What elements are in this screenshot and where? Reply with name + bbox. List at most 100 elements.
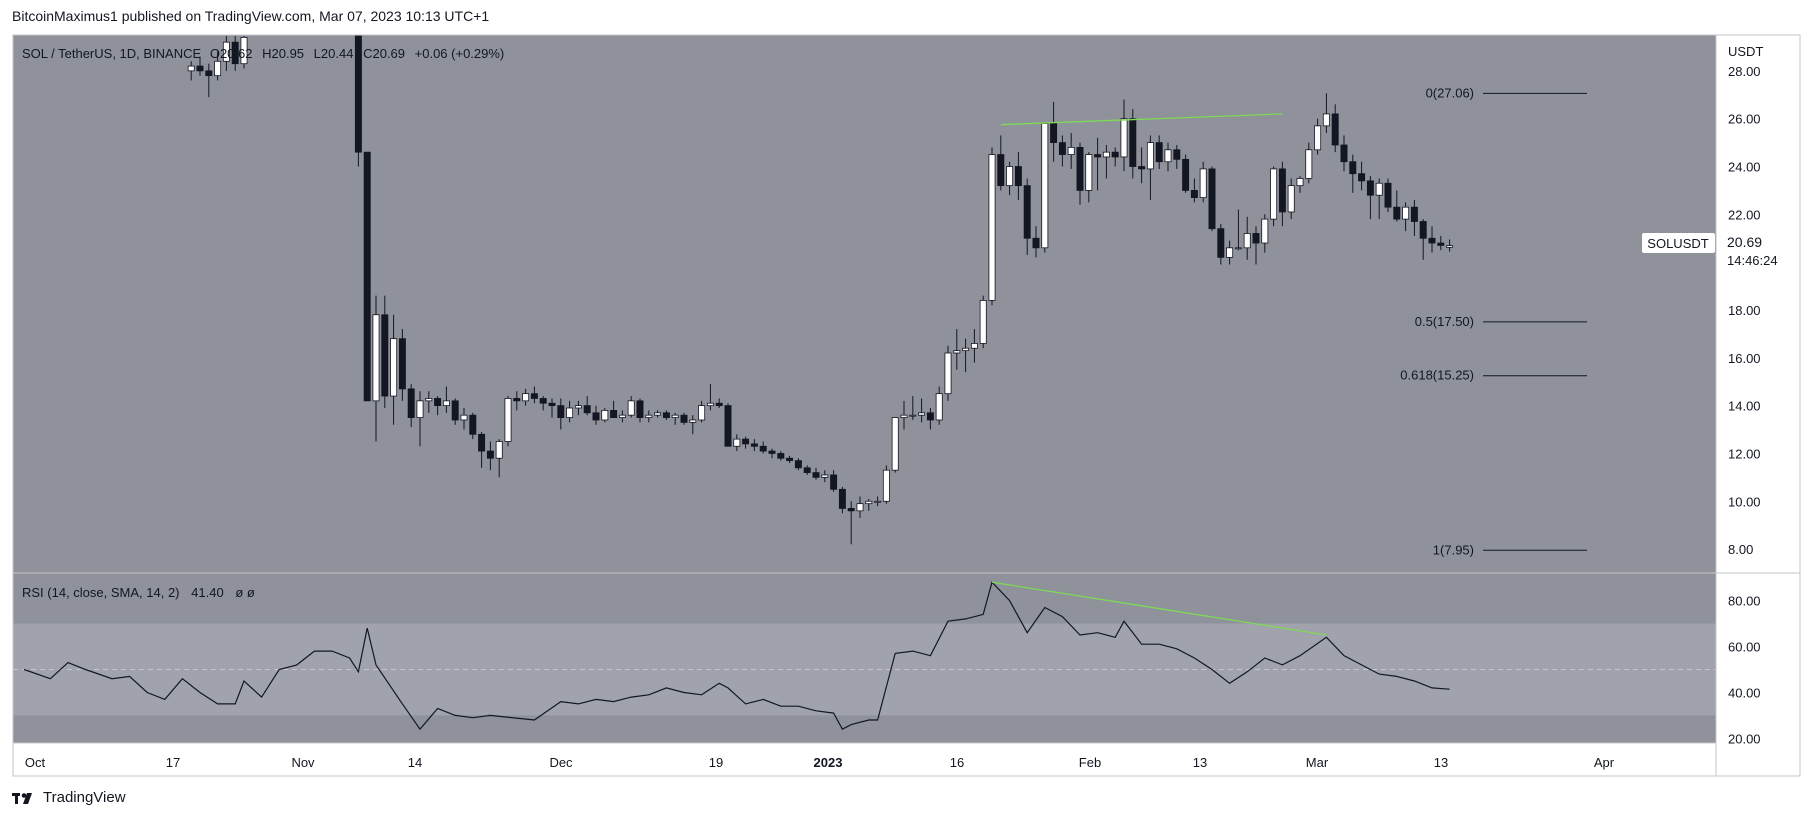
candle-body <box>460 414 468 421</box>
candle <box>1278 161 1286 227</box>
candle <box>803 465 811 475</box>
candle-body <box>522 393 530 402</box>
rsi-legend-value: 41.40 <box>191 585 224 600</box>
candle <box>680 412 688 425</box>
candle <box>1111 147 1119 167</box>
price-trendline <box>1000 113 1283 126</box>
candle <box>574 400 582 416</box>
rsi-trendline <box>991 581 1327 636</box>
candle <box>372 295 380 442</box>
candle-body <box>205 70 213 77</box>
candle <box>381 295 389 409</box>
candle-body <box>979 300 987 344</box>
candle-body <box>926 412 934 421</box>
candle-body <box>1102 151 1110 158</box>
price-axis[interactable] <box>1716 35 1800 743</box>
candle <box>566 400 574 423</box>
time-ticks: Oct 17 Nov 14 Dec 19 2023 16 Feb 13 Mar 13 Apr <box>25 755 1615 770</box>
candle-body <box>539 398 547 404</box>
current-price: 20.69 <box>1727 234 1762 250</box>
candle <box>970 329 978 363</box>
main-pane[interactable] <box>13 35 1716 573</box>
candle <box>1402 202 1410 232</box>
footer-brand-text: TradingView <box>43 789 126 806</box>
price-ticks: 28.0026.0024.0022.0020.0018.0016.0014.00… <box>1728 64 1761 557</box>
candle-body <box>1446 245 1454 248</box>
candle <box>1014 152 1022 200</box>
candle-body <box>1058 142 1066 155</box>
price-tick-label: 28.00 <box>1728 64 1761 79</box>
legend-open: 20.62 <box>220 46 253 61</box>
candle-body <box>566 407 574 418</box>
candle <box>398 329 406 401</box>
candle-body <box>1226 247 1234 258</box>
candle <box>830 470 838 492</box>
fib-label: 0.618(15.25) <box>1400 368 1474 383</box>
time-tick-label: 17 <box>166 755 180 770</box>
publisher-line: BitcoinMaximus1 published on TradingView… <box>12 8 490 24</box>
candle-body <box>1164 149 1172 163</box>
candle-body <box>671 414 679 418</box>
candle-body <box>469 414 477 435</box>
legend-low: 20.44 <box>321 46 354 61</box>
price-tick-label: 24.00 <box>1728 160 1761 175</box>
candle-body <box>636 400 644 418</box>
candle-body <box>794 460 802 469</box>
candle <box>1032 226 1040 258</box>
candle-body <box>434 398 442 407</box>
candle-body <box>363 151 371 402</box>
candle-body <box>354 35 362 153</box>
legend-high: 20.95 <box>272 46 305 61</box>
legend-line[interactable]: SOL / TetherUS, 1D, BINANCE O20.62 H20.9… <box>22 46 504 61</box>
candle <box>469 412 477 440</box>
candle <box>231 36 239 71</box>
candle-body <box>222 41 230 62</box>
candle-body <box>1393 206 1401 220</box>
candle <box>953 329 961 370</box>
candle <box>750 439 758 452</box>
time-tick-label: 16 <box>950 755 964 770</box>
candle <box>1138 147 1146 184</box>
time-tick-label: 13 <box>1193 755 1207 770</box>
candle <box>1410 199 1418 236</box>
candle <box>1384 178 1392 212</box>
candle-body <box>1322 113 1330 127</box>
candle-body <box>856 503 864 512</box>
price-tick-label: 12.00 <box>1728 446 1761 461</box>
rsi-legend[interactable]: RSI (14, close, SMA, 14, 2) 41.40 ø ø <box>22 585 255 600</box>
fib-label: 0(27.06) <box>1426 85 1474 100</box>
candle <box>1243 216 1251 260</box>
candle-body <box>486 450 494 459</box>
footer-brand[interactable]: TradingView <box>12 789 126 806</box>
candle-body <box>830 474 838 490</box>
candle <box>1331 104 1339 153</box>
candle-body <box>759 445 767 452</box>
fib-layer: 0(27.06) 0.5(17.50) 0.618(15.25) 1(7.95) <box>1400 85 1587 557</box>
candle <box>654 410 662 418</box>
candle-body <box>1296 178 1304 187</box>
fib-label: 1(7.95) <box>1433 542 1474 557</box>
candle <box>1393 190 1401 222</box>
candle-body <box>803 467 811 473</box>
rsi-legend-label: RSI (14, close, SMA, 14, 2) <box>22 585 180 600</box>
candle <box>1190 178 1198 203</box>
candle <box>187 61 195 81</box>
candle <box>874 496 882 507</box>
candle-body <box>372 314 380 402</box>
candle <box>1358 161 1366 191</box>
candle <box>645 410 653 423</box>
rsi-tick-label: 20.00 <box>1728 731 1761 746</box>
candle-body <box>1349 161 1357 175</box>
price-tick-label: 10.00 <box>1728 494 1761 509</box>
legend-low-label: L <box>314 46 321 61</box>
candle-body <box>610 410 618 418</box>
time-axis[interactable] <box>13 743 1716 776</box>
candle-body <box>1366 180 1374 196</box>
candle-body <box>988 154 996 301</box>
candle-body <box>1234 247 1242 250</box>
candle <box>495 439 503 478</box>
symbol-tag-box <box>1642 233 1715 253</box>
candle-body <box>451 400 459 421</box>
candle-body <box>1428 237 1436 244</box>
candle-body <box>1217 228 1225 258</box>
